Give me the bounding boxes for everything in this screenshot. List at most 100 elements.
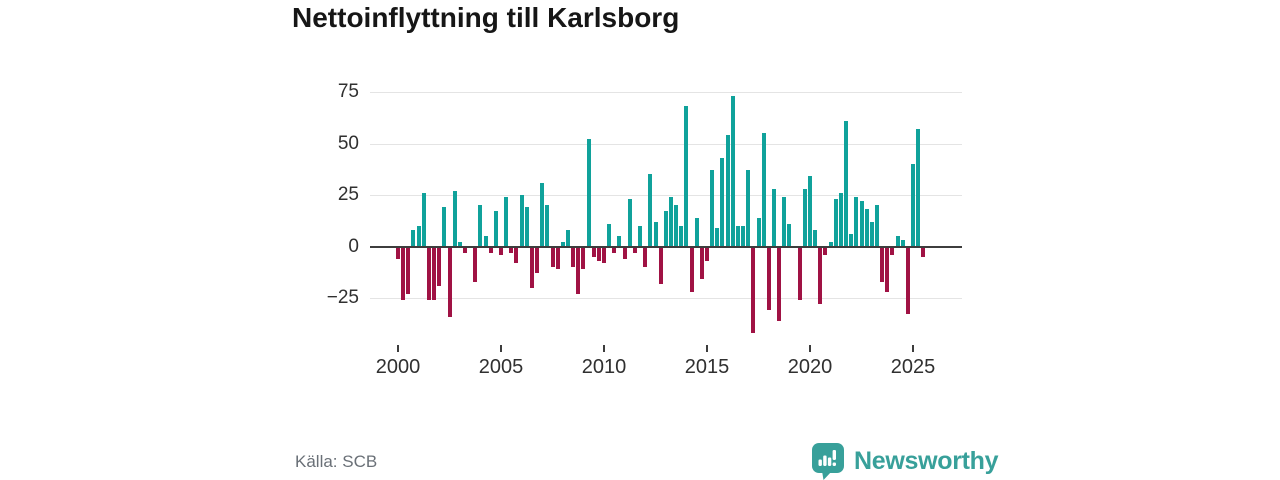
y-axis-tick-label: −25 xyxy=(326,287,359,308)
bar-2001-Q1 xyxy=(416,225,421,247)
bar-2008-Q3 xyxy=(571,246,576,268)
bar-2017-Q1 xyxy=(746,170,751,247)
bar-2013-Q1 xyxy=(663,211,668,247)
bar-2013-Q2 xyxy=(668,197,673,247)
bar-2020-Q4 xyxy=(823,246,828,255)
bar-2024-Q3 xyxy=(900,240,905,247)
bar-2023-Q2 xyxy=(874,205,879,247)
bar-2008-Q1 xyxy=(560,242,565,247)
bar-2001-Q4 xyxy=(432,246,437,301)
newsworthy-logo: Newsworthy xyxy=(811,441,999,480)
y-axis-tick-label: 25 xyxy=(337,184,359,205)
bar-2005-Q2 xyxy=(504,197,509,247)
bar-2024-Q2 xyxy=(895,236,900,247)
bar-2014-Q1 xyxy=(684,106,689,247)
bar-2002-Q4 xyxy=(452,190,457,247)
bar-2012-Q3 xyxy=(653,221,658,247)
bar-2007-Q2 xyxy=(545,205,550,247)
bar-2010-Q2 xyxy=(607,223,612,247)
bar-2004-Q1 xyxy=(478,205,483,247)
bar-2011-Q2 xyxy=(627,199,632,247)
newsworthy-bubble-bars-icon xyxy=(812,443,844,480)
bar-2021-Q4 xyxy=(844,120,849,247)
bar-2000-Q2 xyxy=(401,246,406,301)
bar-2016-Q2 xyxy=(730,96,735,247)
gridline xyxy=(370,195,962,196)
bar-2013-Q3 xyxy=(674,205,679,247)
newsworthy-wordmark: Newsworthy xyxy=(854,446,999,475)
bar-2002-Q2 xyxy=(442,207,447,247)
bar-2003-Q2 xyxy=(462,246,467,253)
bar-2002-Q3 xyxy=(447,246,452,317)
bar-2020-Q2 xyxy=(813,230,818,247)
bar-2022-Q3 xyxy=(859,201,864,247)
bar-2014-Q3 xyxy=(694,217,699,247)
y-axis-tick-label: 75 xyxy=(337,81,359,102)
bar-2010-Q1 xyxy=(602,246,606,263)
bar-2012-Q1 xyxy=(643,246,648,268)
bar-2025-Q3 xyxy=(921,246,926,257)
bar-2015-Q1 xyxy=(705,246,709,261)
bar-2009-Q3 xyxy=(591,246,596,257)
bar-2005-Q4 xyxy=(514,246,519,263)
y-axis-tick-label: 0 xyxy=(348,235,359,257)
bar-2006-Q1 xyxy=(519,195,524,247)
gridline xyxy=(370,298,962,299)
zero-axis-line xyxy=(370,245,962,248)
x-axis-tick xyxy=(706,345,708,352)
bar-2011-Q4 xyxy=(638,225,643,247)
bar-2012-Q4 xyxy=(658,246,663,284)
bar-2015-Q3 xyxy=(715,227,720,247)
bar-2018-Q2 xyxy=(771,188,776,247)
x-axis-tick xyxy=(603,345,605,352)
bar-2000-Q4 xyxy=(411,230,416,247)
bar-2018-Q1 xyxy=(766,246,771,311)
bar-2011-Q1 xyxy=(622,246,627,259)
bar-2018-Q4 xyxy=(782,197,787,247)
bar-2007-Q3 xyxy=(550,246,555,268)
bar-2025-Q2 xyxy=(916,129,921,247)
bar-2023-Q3 xyxy=(880,246,885,282)
bar-2024-Q1 xyxy=(890,246,895,255)
bar-2023-Q4 xyxy=(885,246,890,292)
bar-2012-Q2 xyxy=(648,174,653,247)
bar-2016-Q3 xyxy=(735,225,740,247)
bar-2010-Q4 xyxy=(617,236,622,247)
bar-2006-Q4 xyxy=(535,246,540,274)
bar-2021-Q1 xyxy=(828,242,833,247)
bar-2016-Q4 xyxy=(741,225,746,247)
bar-2002-Q1 xyxy=(437,246,442,286)
bar-2017-Q3 xyxy=(756,217,761,247)
x-axis-tick-label: 2010 xyxy=(581,356,627,378)
bar-2022-Q1 xyxy=(849,234,854,247)
x-axis-tick-label: 2015 xyxy=(684,356,730,378)
bar-2023-Q1 xyxy=(869,221,874,247)
bar-2020-Q3 xyxy=(818,246,823,305)
bar-2011-Q3 xyxy=(632,246,637,253)
bar-2005-Q1 xyxy=(499,246,503,255)
gridline xyxy=(370,143,962,145)
x-axis-tick-label: 2020 xyxy=(787,356,833,378)
bar-2004-Q3 xyxy=(488,246,493,253)
bar-2006-Q3 xyxy=(529,246,534,288)
bar-2004-Q4 xyxy=(493,211,498,247)
bar-2017-Q2 xyxy=(751,246,756,334)
bar-2016-Q1 xyxy=(725,135,730,247)
bar-2007-Q1 xyxy=(540,182,545,247)
bar-chart-plot-area: 75 50 25 0 −25 2000 2005 2010 2015 2020 2025 xyxy=(327,81,962,378)
bar-2022-Q2 xyxy=(854,197,859,247)
x-axis-tick xyxy=(397,345,399,352)
bar-2022-Q4 xyxy=(864,209,869,247)
x-axis-tick xyxy=(809,345,811,352)
x-axis-tick xyxy=(500,345,502,352)
bar-2019-Q4 xyxy=(802,188,807,247)
bar-2020-Q1 xyxy=(808,176,812,247)
bar-2009-Q2 xyxy=(586,139,591,247)
bar-2019-Q1 xyxy=(787,223,792,247)
bar-2017-Q4 xyxy=(761,133,766,247)
bar-2005-Q3 xyxy=(509,246,514,253)
bar-2006-Q2 xyxy=(524,207,529,247)
chart-title: Nettoinflyttning till Karlsborg xyxy=(292,2,680,33)
bar-2015-Q4 xyxy=(720,157,725,247)
bar-2021-Q3 xyxy=(838,192,843,247)
